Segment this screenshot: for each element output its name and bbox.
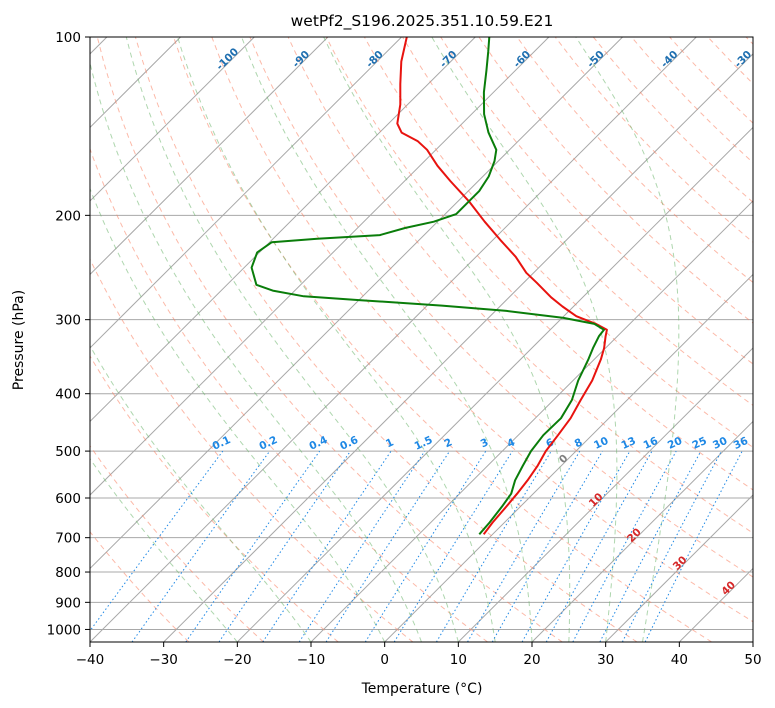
mixing-ratio-line xyxy=(521,450,631,642)
dry-adiabat-line xyxy=(96,37,563,642)
dry-adiabat-line xyxy=(287,37,753,534)
dry-adiabat-line xyxy=(90,147,488,642)
mixing-ratio-label: 36 xyxy=(732,435,750,452)
isotherm-line xyxy=(163,53,753,642)
mixing-ratio-line xyxy=(545,450,653,642)
y-axis-title: Pressure (hPa) xyxy=(11,290,27,390)
dry-adiabat-line xyxy=(134,37,638,642)
dry-adiabat-line xyxy=(440,37,753,365)
isotherm-line xyxy=(457,347,753,642)
x-tick-label: 50 xyxy=(744,652,761,668)
mixing-ratio-line xyxy=(262,450,392,642)
moist-adiabat-line xyxy=(125,37,459,642)
mixing-ratio-label: 2 xyxy=(443,436,455,450)
mixing-ratio-label: 20 xyxy=(666,435,684,452)
dry-adiabat-line xyxy=(90,445,264,642)
x-axis-title: Temperature (°C) xyxy=(361,681,483,697)
dry-adiabat-line xyxy=(402,37,753,406)
mixing-ratio-line xyxy=(90,450,224,632)
temperature-profile-line xyxy=(396,37,608,535)
x-tick-label: −30 xyxy=(149,652,178,668)
mixing-ratio-line xyxy=(185,450,321,642)
moist-adiabat-line xyxy=(90,61,422,642)
y-tick-label: 400 xyxy=(55,387,81,403)
mixing-ratio-line xyxy=(131,450,271,642)
mixing-ratio-label: 16 xyxy=(642,435,660,452)
dewpoint-profile-line xyxy=(250,37,605,535)
moist-adiabat-line xyxy=(241,37,533,642)
isotherm-line xyxy=(90,37,255,202)
isotherm-line xyxy=(384,273,753,642)
y-tick-label: 900 xyxy=(55,595,81,611)
mixing-ratio-line xyxy=(218,450,351,642)
y-tick-label: 300 xyxy=(55,313,81,329)
x-tick-label: −10 xyxy=(297,652,326,668)
mixing-ratio-line xyxy=(572,450,677,642)
axes: −40 −30 −20 −10 0 10 20 30 40 50 100 200 300 400 500 60… xyxy=(47,30,762,668)
mixing-ratio-label: 30 xyxy=(711,435,729,452)
mixing-ratio-label: 8 xyxy=(573,436,585,450)
isotherm-line xyxy=(90,37,476,423)
mixing-ratio-line xyxy=(393,450,513,642)
isotherm-line xyxy=(90,37,550,496)
mixing-ratio-label: 25 xyxy=(691,435,709,452)
x-tick-label: −20 xyxy=(223,652,252,668)
moist-adiabat-line xyxy=(575,37,680,642)
y-tick-label: 1000 xyxy=(47,622,81,638)
mixing-ratio-label: 3 xyxy=(479,436,491,450)
isotherm-line xyxy=(90,37,329,276)
x-tick-label: 0 xyxy=(380,652,389,668)
mixing-ratio-label: 6 xyxy=(544,436,556,450)
isotherm-line xyxy=(90,37,402,349)
moist-adiabat-line xyxy=(90,457,238,642)
y-tick-label: 100 xyxy=(55,30,81,46)
moist-adiabat-line xyxy=(431,37,618,642)
mixing-ratio-line xyxy=(644,450,743,642)
moist-adiabat-line xyxy=(90,344,312,642)
x-tick-label: 20 xyxy=(523,652,540,668)
dry-adiabat-line xyxy=(90,355,339,642)
mixing-ratio-label: 4 xyxy=(505,436,517,450)
x-tick-label: 40 xyxy=(671,652,688,668)
dry-adiabat-line xyxy=(90,530,190,642)
isotherm-line xyxy=(605,494,753,642)
dry-adiabat-line xyxy=(173,37,712,642)
moist-adiabat-line xyxy=(323,37,571,642)
dry-adiabat-line xyxy=(249,37,753,578)
mixing-ratio-line xyxy=(364,450,487,642)
isotherm-line xyxy=(236,126,753,642)
x-tick-label: −40 xyxy=(76,652,105,668)
y-tick-label: 600 xyxy=(55,491,81,507)
mixing-ratio-label: 1 xyxy=(384,436,396,450)
mixing-ratio-label: 13 xyxy=(619,435,637,452)
dry-adiabat-line xyxy=(211,37,753,623)
dry-adiabat-line xyxy=(516,37,753,284)
x-tick-label: 10 xyxy=(450,652,467,668)
isotherm-line xyxy=(531,420,753,642)
y-tick-label: 800 xyxy=(55,565,81,581)
y-tick-label: 200 xyxy=(55,208,81,224)
plot-area: 0.1 0.2 0.4 0.6 1 1.5 2 3 4 6 8 10 13 16 20 25 30 36-100-… xyxy=(90,37,753,642)
mixing-ratio-label: 10 xyxy=(592,435,610,452)
isotherm-line xyxy=(90,37,623,570)
plot-frame xyxy=(89,36,754,643)
y-tick-label: 700 xyxy=(55,531,81,547)
mixing-ratio-line xyxy=(325,450,451,642)
dry-adiabat-line xyxy=(90,258,414,642)
chart-title: wetPf2_S196.2025.351.10.59.E21 xyxy=(291,12,554,31)
moist-adiabat-line xyxy=(90,187,386,642)
y-tick-label: 500 xyxy=(55,444,81,460)
mixing-ratio-line xyxy=(298,450,426,642)
isotherm-line xyxy=(90,37,697,642)
moist-adiabat-line xyxy=(177,37,496,642)
x-tick-label: 30 xyxy=(597,652,614,668)
